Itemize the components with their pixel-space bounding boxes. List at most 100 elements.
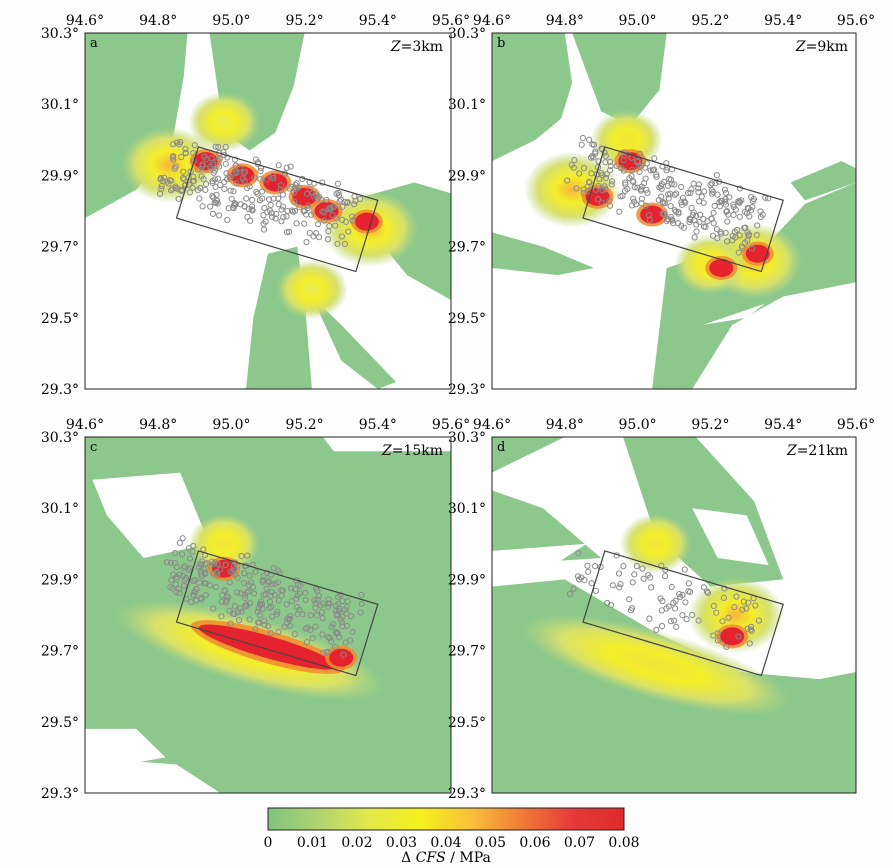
aftershock-point [319, 631, 326, 638]
colorbar-tick-label: 0.08 [608, 835, 639, 851]
aftershock-point [647, 167, 654, 174]
aftershock-point [278, 218, 285, 225]
aftershock-point [182, 150, 189, 157]
aftershock-point [603, 171, 610, 178]
depth-label: Z=3km [390, 39, 443, 55]
aftershock-point [319, 615, 326, 622]
aftershock-point [621, 187, 629, 194]
aftershock-point [620, 167, 627, 174]
aftershock-point [259, 578, 266, 585]
y-tick-label: 30.3° [448, 430, 486, 446]
aftershock-point [358, 591, 365, 599]
aftershock-point [333, 612, 340, 619]
stress-lobe [687, 577, 784, 653]
fault-plane-outline [582, 550, 784, 677]
aftershock-point [206, 582, 213, 589]
aftershock-point [630, 195, 637, 202]
aftershock-point [615, 570, 623, 577]
aftershock-point [303, 190, 311, 197]
aftershock-point [578, 574, 585, 581]
aftershock-point [272, 580, 279, 587]
aftershock-point [631, 571, 638, 578]
aftershock-point [708, 180, 715, 187]
aftershock-point [663, 167, 670, 174]
aftershock-point [200, 176, 207, 183]
colorbar-tick-label: 0.03 [386, 835, 417, 851]
aftershock-point [653, 626, 660, 633]
aftershock-point [227, 174, 234, 181]
aftershock-point [211, 176, 218, 183]
aftershock-point [308, 211, 315, 218]
aftershock-point [241, 570, 248, 577]
aftershock-point [158, 182, 165, 190]
aftershock-point [311, 597, 318, 604]
aftershock-point [199, 161, 206, 168]
aftershock-point [723, 207, 731, 215]
aftershock-point [223, 170, 230, 177]
aftershock-point [278, 206, 285, 213]
aftershock-point [260, 220, 267, 227]
aftershock-point [333, 215, 340, 222]
aftershock-point [307, 626, 314, 633]
aftershock-point [306, 229, 313, 237]
aftershock-point [714, 191, 721, 198]
aftershock-point [173, 573, 180, 580]
aftershock-point [244, 552, 251, 559]
aftershock-point [701, 188, 708, 195]
colorbar-tick-label: 0.05 [475, 835, 506, 851]
aftershock-point [218, 613, 225, 620]
aftershock-point [604, 599, 611, 607]
aftershock-point [197, 595, 204, 602]
aftershock-point [589, 152, 596, 160]
aftershock-point [576, 170, 583, 177]
aftershock-point [307, 612, 314, 619]
positive-stress-region [790, 161, 856, 201]
aftershock-point [349, 628, 356, 636]
aftershock-point [210, 570, 217, 577]
aftershock-point [325, 596, 332, 603]
aftershock-point [337, 196, 345, 203]
panel-letter: c [90, 440, 97, 455]
aftershock-point [633, 563, 641, 570]
colorbar-label-suffix: / MPa [446, 850, 491, 866]
aftershock-point [571, 157, 578, 164]
aftershock-point [707, 181, 714, 189]
aftershock-point [178, 153, 185, 161]
aftershock-point [212, 583, 219, 591]
aftershock-point [719, 618, 726, 625]
aftershock-point [258, 598, 265, 605]
aftershock-point [286, 615, 293, 622]
panel-frame [491, 32, 857, 390]
aftershock-point [638, 195, 645, 202]
aftershock-point [745, 599, 752, 606]
aftershock-point [345, 228, 352, 235]
aftershock-point [207, 203, 214, 210]
aftershock-point [167, 584, 174, 591]
aftershock-point [284, 615, 291, 622]
aftershock-point [638, 200, 645, 207]
aftershock-point [274, 567, 282, 574]
aftershock-point [347, 637, 354, 644]
aftershock-point [211, 167, 218, 174]
aftershock-point [275, 162, 282, 169]
aftershock-point [328, 638, 335, 645]
aftershock-point [246, 572, 253, 579]
stress-hotspot [745, 244, 770, 263]
aftershock-point [678, 199, 685, 206]
aftershock-point [608, 178, 616, 185]
aftershock-point [224, 216, 231, 223]
aftershock-point [271, 591, 278, 599]
aftershock-point [236, 164, 244, 172]
aftershock-point [314, 596, 321, 603]
colorbar-ticks: 0 0.01 0.02 0.03 0.04 0.05 0.06 0.07 0.08 [264, 835, 640, 851]
stress-hotspot [720, 627, 745, 646]
aftershock-point [198, 570, 205, 577]
panel-frame [84, 32, 452, 390]
aftershock-point [330, 203, 338, 211]
x-tick-label: 95.6° [432, 417, 470, 433]
y-tick-label: 30.1° [41, 97, 79, 113]
aftershock-point [343, 622, 351, 630]
aftershock-point [230, 563, 238, 570]
aftershock-point [297, 582, 304, 590]
aftershock-point [648, 584, 655, 591]
